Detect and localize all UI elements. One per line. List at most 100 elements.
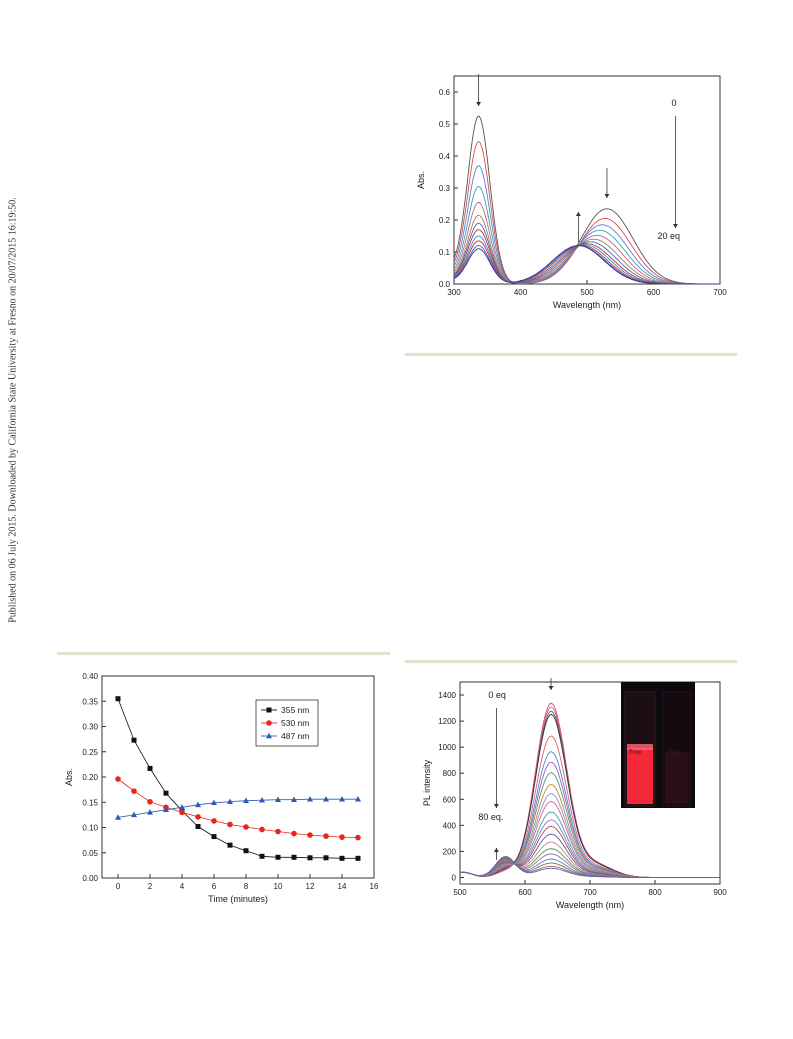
data-point — [323, 833, 329, 839]
spectrum-line — [453, 115, 720, 285]
annotation-start: 0 — [671, 98, 676, 108]
x-tick-label: 400 — [514, 288, 528, 297]
y-tick-label: 200 — [443, 847, 457, 856]
y-tick-label: 0.15 — [82, 798, 98, 807]
divider-rule — [57, 652, 390, 655]
data-point — [339, 796, 345, 802]
y-tick-label: 600 — [443, 795, 457, 804]
x-tick-label: 2 — [148, 882, 153, 891]
data-point — [307, 855, 313, 861]
isosbestic-increase-arrow-head — [575, 212, 581, 216]
x-tick-label: 500 — [580, 288, 594, 297]
data-point — [227, 821, 233, 828]
x-tick-label: 500 — [453, 888, 467, 897]
data-point — [355, 855, 361, 861]
y-tick-label: 800 — [443, 769, 457, 778]
emission-line — [459, 856, 720, 878]
series-line — [117, 698, 358, 859]
legend-marker — [266, 732, 272, 739]
data-point — [131, 788, 137, 794]
x-tick-label: 8 — [244, 882, 249, 891]
y-axis-label: Abs. — [64, 768, 74, 786]
x-tick-label: 0 — [116, 882, 121, 891]
data-point — [115, 814, 121, 820]
x-tick-label: 700 — [713, 288, 727, 297]
y-tick-label: 0.30 — [82, 723, 98, 732]
y-tick-label: 0 — [452, 873, 457, 882]
figure-uv-vis: 300 400 500 600 700 0.0 0.1 0.2 0.3 0.4 0.5 0.6 Wave… — [408, 66, 738, 326]
data-point — [291, 830, 297, 837]
y-tick-label: 0.4 — [439, 152, 451, 161]
data-point — [275, 854, 281, 860]
legend-label: 530 nm — [281, 718, 309, 728]
data-point — [147, 809, 153, 815]
vis-decrease-arrow-head — [604, 194, 610, 198]
x-tick-label: 14 — [338, 882, 347, 891]
data-point — [131, 811, 137, 818]
annotation-end: 20 eq — [657, 231, 680, 241]
data-point — [259, 853, 265, 859]
data-point — [195, 801, 201, 808]
annotation-start: 0 eq — [488, 690, 506, 700]
download-notice: Published on 06 July 2015. Downloaded by… — [6, 180, 20, 640]
pl-chart: 500 600 700 800 900 0 200 400 600 800 1000 1200 1400… — [422, 678, 727, 910]
divider-rule — [405, 660, 737, 663]
spectrum-line — [453, 141, 720, 285]
y-tick-label: 0.2 — [439, 216, 451, 225]
kinetics-chart: 0 2 4 6 8 10 12 14 16 0.00 0.05 0.10 0.15 0.20 0.25 0.3… — [64, 672, 379, 904]
data-point — [259, 826, 265, 833]
data-point — [339, 855, 345, 861]
y-tick-label: 0.25 — [82, 748, 98, 757]
x-tick-label: 16 — [370, 882, 379, 891]
data-point — [163, 790, 169, 796]
x-tick-label: 10 — [274, 882, 283, 891]
y-tick-label: 0.3 — [439, 184, 451, 193]
inset-label-20eq: 20eq — [667, 748, 681, 756]
y-tick-label: 1200 — [438, 717, 456, 726]
data-point — [163, 806, 169, 813]
legend-label: 355 nm — [281, 705, 309, 715]
data-point — [211, 799, 217, 806]
data-point — [339, 834, 345, 840]
uv-vis-chart: 300 400 500 600 700 0.0 0.1 0.2 0.3 0.4 0.5 0.6 Wave… — [416, 74, 727, 310]
y-tick-label: 0.05 — [82, 849, 98, 858]
y-tick-label: 0.35 — [82, 697, 98, 706]
inset-photo: Free 20eq — [621, 682, 695, 808]
data-point — [355, 796, 361, 802]
x-tick-label: 300 — [447, 288, 461, 297]
series-line — [117, 778, 359, 838]
x-tick-label: 800 — [648, 888, 662, 897]
data-point — [115, 696, 121, 702]
annotation-end: 80 eq. — [478, 812, 503, 822]
x-axis-label: Time (minutes) — [208, 894, 268, 904]
data-point — [211, 818, 217, 824]
legend-box — [255, 699, 319, 747]
data-point — [195, 823, 201, 829]
data-point — [147, 798, 153, 805]
legend-label: 487 nm — [281, 731, 309, 741]
data-point — [275, 828, 281, 835]
data-point — [115, 776, 121, 782]
data-point — [243, 848, 249, 854]
y-tick-label: 0.40 — [82, 672, 98, 681]
x-tick-label: 12 — [306, 882, 315, 891]
y-axis-label: PL intensity — [422, 759, 432, 806]
y-tick-label: 1000 — [438, 743, 456, 752]
y-tick-label: 0.0 — [439, 280, 451, 289]
data-point — [195, 814, 201, 820]
y-axis-label: Abs. — [416, 171, 426, 189]
data-point — [243, 824, 249, 830]
data-point — [227, 842, 233, 848]
y-tick-label: 0.00 — [82, 874, 98, 883]
spectrum-line — [453, 245, 720, 285]
x-tick-label: 6 — [212, 882, 217, 891]
y-tick-label: 1400 — [438, 691, 456, 700]
titration-arrow-head — [672, 224, 678, 228]
data-point — [307, 832, 313, 838]
figure-pl: 500 600 700 800 900 0 200 400 600 800 1000 1200 1400… — [408, 672, 740, 928]
x-tick-label: 900 — [713, 888, 727, 897]
data-point — [243, 797, 249, 804]
data-point — [147, 765, 153, 771]
legend-marker — [266, 720, 272, 726]
data-point — [323, 796, 329, 802]
